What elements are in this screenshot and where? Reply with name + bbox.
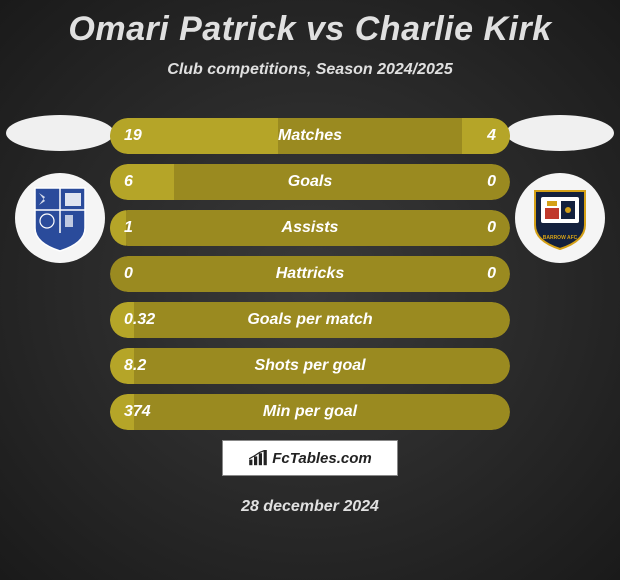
stat-row: 8.2 Shots per goal [110,348,510,384]
stat-value-left: 19 [124,127,142,145]
stat-value-left: 1 [124,219,133,237]
brand-text: FcTables.com [272,450,371,467]
player1-name: Omari Patrick [68,10,296,48]
stat-label: Min per goal [263,403,357,421]
stat-row: 374 Min per goal [110,394,510,430]
stat-label: Assists [282,219,339,237]
stat-row: 0.32 Goals per match [110,302,510,338]
stat-row: 1 Assists 0 [110,210,510,246]
stat-value-left: 0 [124,265,133,283]
player1-flag [6,115,114,151]
stats-container: 19 Matches 4 6 Goals 0 1 Assists 0 0 Hattricks 0 0.3… [110,118,510,430]
stat-value-left: 8.2 [124,357,146,375]
stat-row: 0 Hattricks 0 [110,256,510,292]
stat-value-right: 4 [487,127,496,145]
stat-row: 6 Goals 0 [110,164,510,200]
vs-text: vs [306,10,345,48]
stat-label: Goals [288,173,332,191]
subtitle: Club competitions, Season 2024/2025 [0,61,620,79]
svg-text:BARROW AFC: BARROW AFC [543,235,578,241]
stat-value-right: 0 [487,265,496,283]
stat-bar-right [462,118,510,154]
stat-value-left: 0.32 [124,311,155,329]
player2-column: BARROW AFC [500,115,620,263]
stat-value-right: 0 [487,219,496,237]
brand-chart-icon [248,450,268,466]
stat-label: Goals per match [247,311,372,329]
player2-club-crest: BARROW AFC [515,173,605,263]
player2-flag [506,115,614,151]
stat-label: Matches [278,127,342,145]
stat-value-right: 0 [487,173,496,191]
stat-row: 19 Matches 4 [110,118,510,154]
barrow-crest-icon: BARROW AFC [525,183,595,253]
stat-label: Hattricks [276,265,344,283]
stat-value-left: 374 [124,403,151,421]
page-title: Omari Patrick vs Charlie Kirk [0,0,620,49]
tranmere-crest-icon [25,183,95,253]
stat-label: Shots per goal [254,357,365,375]
stat-bar-left [110,164,174,200]
brand-box[interactable]: FcTables.com [222,440,398,476]
date-text: 28 december 2024 [0,498,620,516]
player1-column [0,115,120,263]
stat-value-left: 6 [124,173,133,191]
player2-name: Charlie Kirk [355,10,552,48]
player1-club-crest [15,173,105,263]
